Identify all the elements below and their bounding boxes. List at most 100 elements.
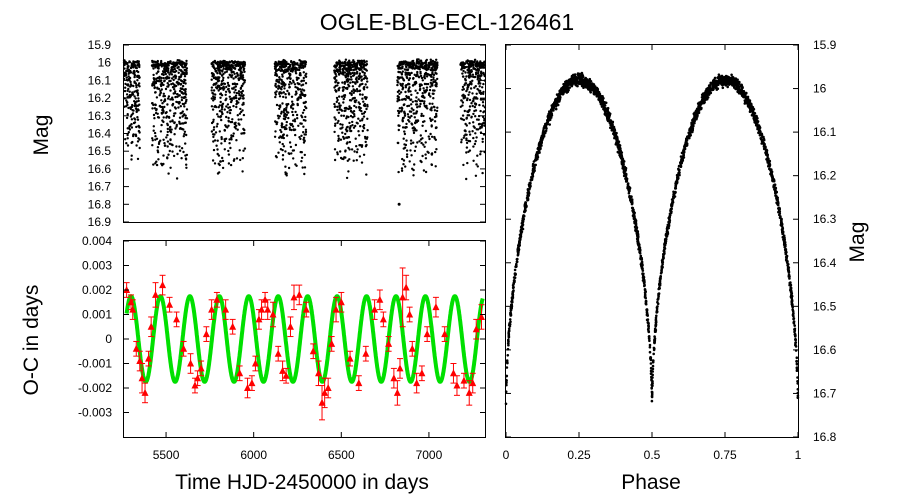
light-curve-point — [347, 115, 350, 119]
light-curve-point — [366, 117, 369, 121]
light-curve-point — [282, 81, 286, 85]
light-curve-point — [223, 87, 226, 90]
light-curve-point — [166, 85, 169, 88]
o-c-point — [136, 357, 144, 365]
light-curve-point — [227, 84, 231, 88]
light-curve-point — [161, 102, 164, 105]
light-curve-point — [474, 109, 478, 112]
light-curve-point — [348, 121, 351, 125]
light-curve-point — [424, 170, 428, 174]
light-curve-point — [431, 118, 434, 121]
light-curve-point — [128, 90, 131, 93]
light-curve-point — [405, 153, 409, 156]
light-curve-point — [481, 86, 484, 89]
light-curve-point — [154, 103, 157, 107]
light-curve-point — [468, 76, 471, 79]
o-c-point — [379, 315, 387, 323]
light-curve-point — [227, 149, 230, 153]
light-curve-point — [159, 80, 162, 83]
light-curve-point — [292, 157, 295, 160]
light-curve-point — [476, 154, 479, 157]
phased-point — [789, 290, 793, 293]
light-curve-point — [357, 77, 360, 81]
light-curve-point — [167, 71, 170, 74]
light-curve-point — [466, 68, 469, 72]
light-curve-point — [425, 58, 428, 62]
light-curve-point — [335, 64, 339, 67]
light-curve-point — [300, 160, 303, 163]
light-curve-point — [221, 63, 225, 67]
phased-point — [680, 151, 684, 155]
light-curve-point — [210, 86, 214, 89]
light-curve-point — [351, 71, 354, 75]
light-curve-point — [294, 133, 297, 137]
light-curve-point — [172, 92, 175, 95]
light-curve-point — [125, 116, 129, 120]
light-curve-point — [365, 143, 368, 147]
light-curve-point — [135, 86, 138, 89]
light-curve-point — [177, 65, 180, 69]
light-curve-point — [422, 143, 425, 146]
o-c-point — [355, 379, 363, 387]
light-curve-point — [162, 63, 165, 67]
light-curve-point — [299, 150, 302, 154]
light-curve-point — [341, 123, 344, 127]
light-curve-point — [290, 82, 293, 85]
light-curve-point — [275, 103, 279, 107]
light-curve-point — [287, 166, 291, 170]
light-curve-point — [348, 71, 351, 74]
light-curve-point — [174, 127, 177, 130]
light-curve-point — [302, 76, 305, 80]
light-curve-point — [280, 85, 284, 88]
light-curve-point — [173, 121, 176, 125]
light-curve-point — [279, 148, 283, 151]
phased-light-curve-points — [504, 71, 800, 406]
light-curve-point — [413, 149, 417, 153]
light-curve-point — [416, 70, 419, 74]
light-curve-point — [346, 159, 349, 162]
light-curve-point — [162, 162, 165, 166]
light-curve-point — [172, 114, 176, 118]
light-curve-point — [282, 133, 285, 137]
light-curve-point — [435, 115, 438, 118]
light-curve-point — [344, 63, 347, 67]
o-c-point — [432, 303, 440, 311]
light-curve-point — [153, 131, 157, 135]
light-curve-point — [300, 84, 303, 87]
light-curve-point — [404, 143, 408, 147]
light-curve-point — [482, 92, 485, 96]
light-curve-point — [239, 66, 242, 70]
light-curve-point — [405, 122, 408, 126]
light-curve-point — [212, 128, 215, 131]
light-curve-point — [152, 67, 155, 70]
light-curve-point — [238, 112, 242, 115]
o-c-xlabel: Time HJD-2450000 in days — [175, 471, 429, 494]
light-curve-point — [460, 138, 463, 141]
light-curve-point — [460, 141, 463, 144]
light-curve-point — [178, 89, 182, 93]
light-curve-point — [468, 133, 472, 136]
light-curve-point — [358, 63, 362, 67]
light-curve-point — [404, 165, 407, 168]
light-curve-point — [224, 90, 228, 94]
light-curve-point — [432, 78, 435, 81]
light-curve-point — [282, 71, 286, 74]
light-curve-point — [482, 71, 485, 75]
light-curve-point — [340, 109, 344, 112]
light-curve-point — [418, 83, 422, 86]
light-curve-point — [404, 63, 407, 66]
light-curve-point — [279, 105, 282, 109]
phased-point — [508, 318, 512, 321]
light-curve-point — [482, 90, 485, 94]
light-curve-point — [345, 117, 348, 120]
light-curve-point — [415, 96, 418, 99]
light-curve-point — [345, 136, 348, 139]
phased-point — [522, 214, 525, 218]
light-curve-point — [170, 83, 173, 86]
light-curve-point — [403, 132, 407, 136]
light-curve-point — [481, 171, 484, 175]
phased-point — [782, 239, 786, 243]
light-curve-point — [222, 82, 226, 85]
y-tick-label: -0.003 — [78, 406, 112, 420]
light-curve-point — [183, 132, 186, 136]
